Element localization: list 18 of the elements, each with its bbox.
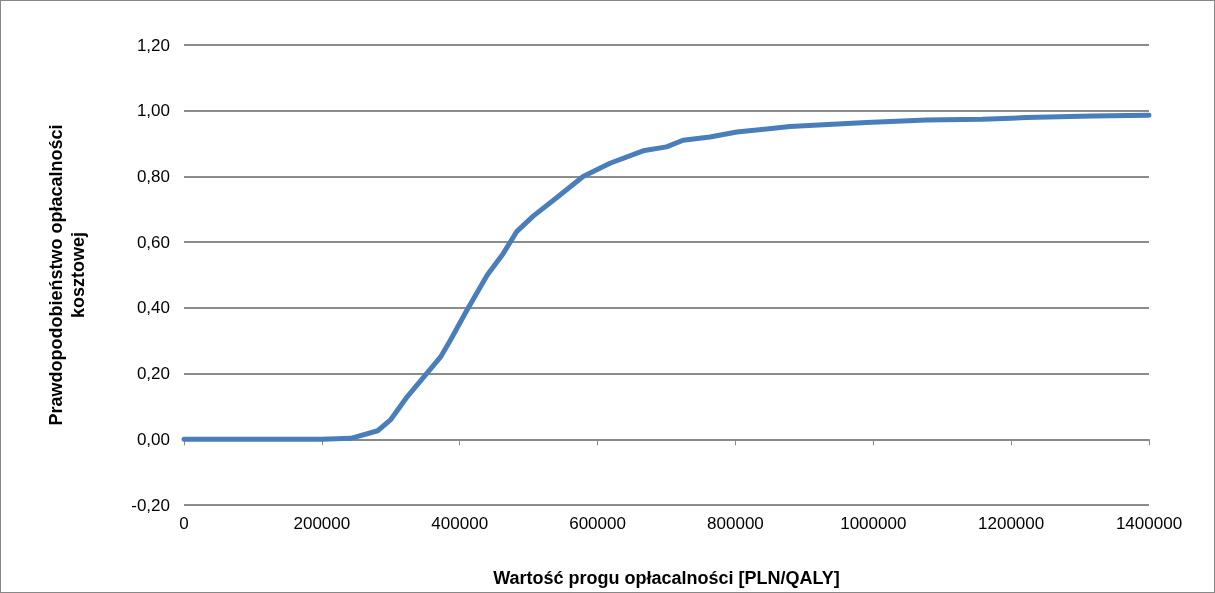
y-tick-label: 0,80 — [136, 166, 170, 186]
x-axis-title: Wartość progu opłacalności [PLN/QALY] — [493, 568, 840, 588]
x-tick-label: 600000 — [569, 514, 626, 533]
x-tick-label: 1200000 — [978, 514, 1045, 533]
x-tick-label: 800000 — [707, 514, 764, 533]
y-tick-label: 0,00 — [136, 429, 170, 449]
x-tick-label: 1400000 — [1115, 514, 1183, 533]
x-tick-label: 400000 — [431, 514, 489, 533]
y-tick-label: 1,20 — [136, 35, 170, 55]
y-tick-label: 0,40 — [136, 298, 170, 318]
y-tick-label: 1,00 — [136, 101, 170, 121]
y-tick-label: -0,20 — [131, 495, 170, 515]
y-tick-label: 0,60 — [136, 232, 170, 252]
y-axis-title: Prawdopodobieństwo opłacalności kosztowej — [46, 124, 88, 426]
x-tick-label: 200000 — [293, 514, 351, 533]
x-tick-label: 1000000 — [840, 514, 907, 533]
y-tick-label: 0,20 — [136, 364, 170, 384]
x-tick-label: 0 — [179, 514, 189, 533]
